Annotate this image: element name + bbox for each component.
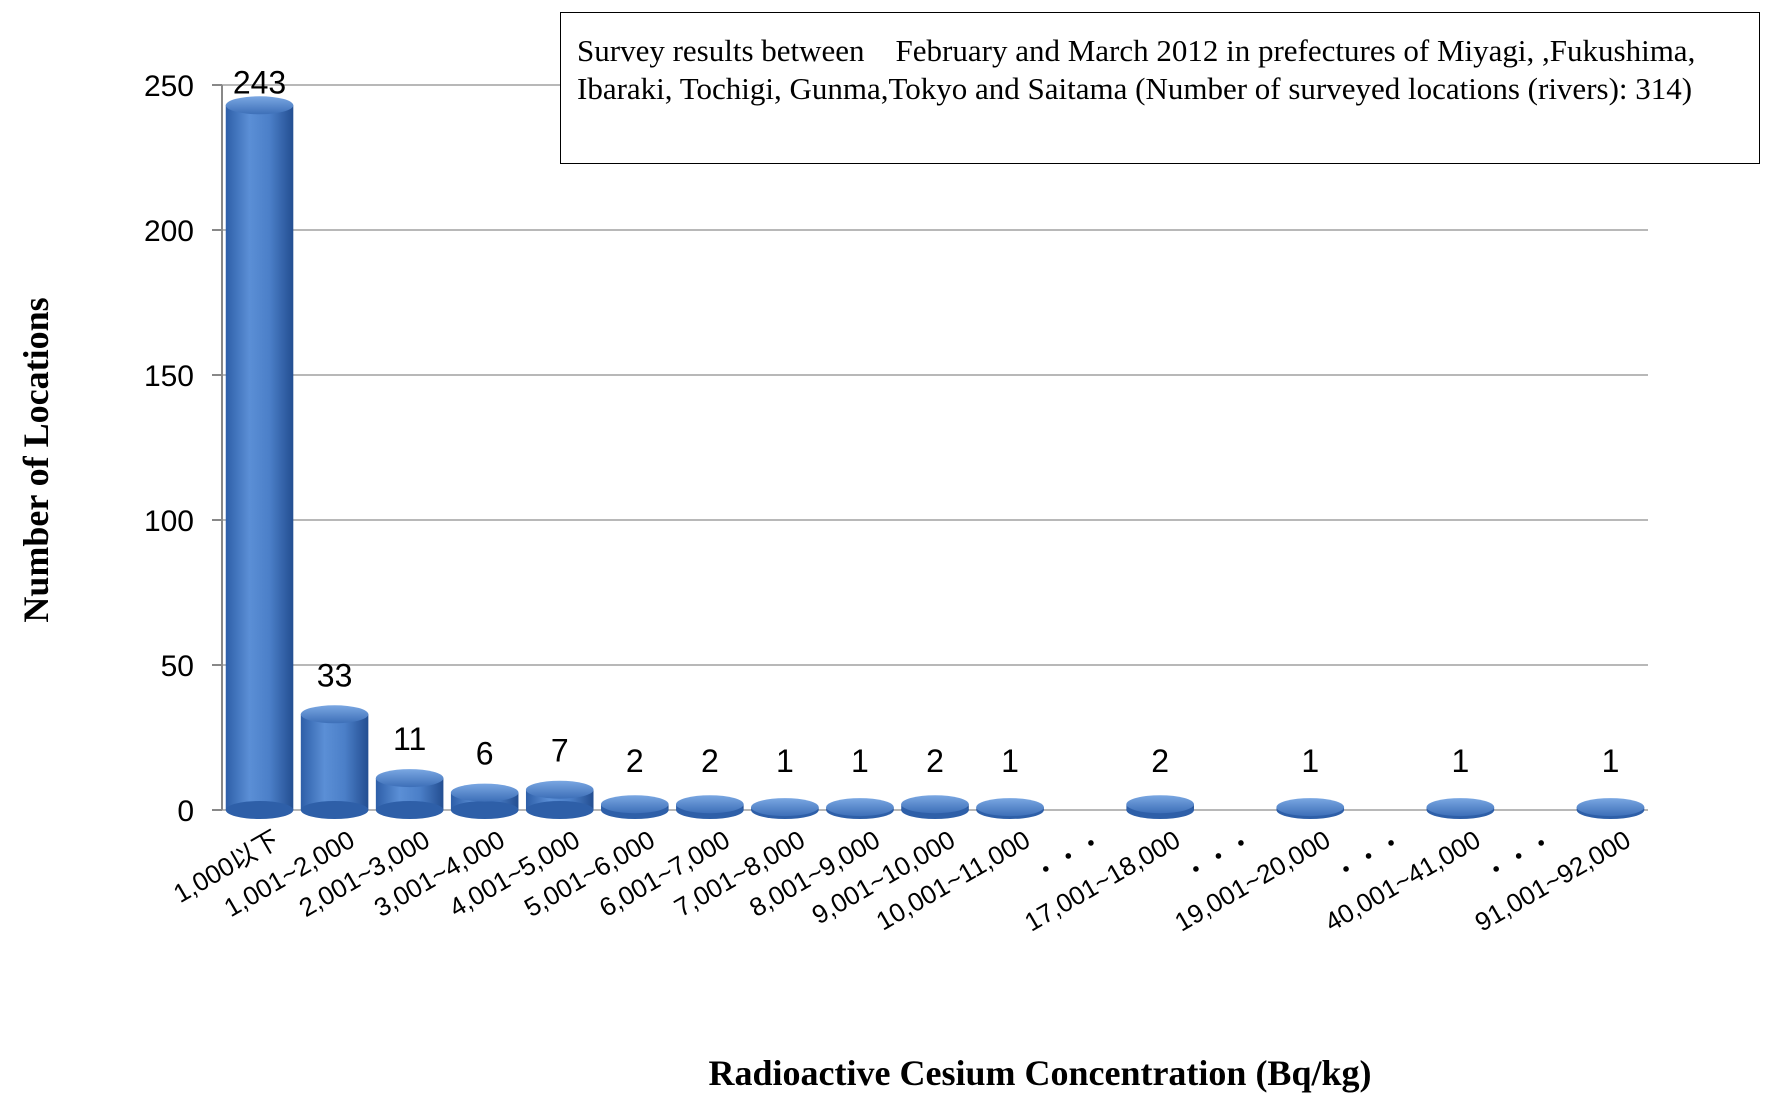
gridlines [222, 84, 1648, 811]
y-tick-label: 50 [161, 650, 194, 683]
bar-base [525, 801, 594, 819]
bars [225, 96, 1645, 819]
y-tick-label: 200 [144, 215, 194, 248]
bar-cap [1126, 795, 1194, 814]
bar-cap [450, 783, 519, 802]
data-label: 2 [1151, 743, 1169, 779]
data-label: 2 [926, 743, 944, 779]
data-label: 1 [1001, 743, 1019, 779]
bar [225, 96, 294, 819]
y-tick-label: 250 [144, 70, 194, 103]
bar-cap [601, 795, 669, 814]
bar [976, 798, 1044, 819]
data-label: 1 [1301, 743, 1319, 779]
data-label: 243 [233, 64, 286, 100]
data-label: 1 [1451, 743, 1469, 779]
bar-cap [1276, 798, 1345, 817]
bar-base [225, 801, 294, 819]
bar [1126, 795, 1194, 819]
y-axis-title: Number of Locations [16, 297, 56, 622]
data-label: 1 [1602, 743, 1620, 779]
bar [1576, 798, 1645, 819]
bar [375, 769, 444, 819]
y-tick-label: 150 [144, 360, 194, 393]
bar [601, 795, 669, 819]
bar [751, 798, 819, 819]
bar-cap [826, 798, 894, 817]
bar-cap [375, 769, 444, 788]
bar [676, 795, 744, 819]
bar [826, 798, 894, 819]
y-tick-label: 0 [177, 795, 194, 828]
bar [450, 783, 519, 819]
bar-cap [751, 798, 819, 817]
bar-cap [300, 705, 369, 724]
x-axis-categories: 1,000以下1,001~2,0002,001~3,0003,001~4,000… [168, 824, 1635, 937]
data-label: 11 [393, 721, 426, 757]
bar-cap [1576, 798, 1645, 817]
bar-cap [676, 795, 744, 814]
bar [300, 705, 369, 819]
bar-cap [1426, 798, 1495, 817]
data-label: 1 [776, 743, 794, 779]
x-axis-title: Radioactive Cesium Concentration (Bq/kg) [709, 1053, 1372, 1093]
data-label: 33 [317, 657, 353, 693]
bar-base [450, 801, 519, 819]
y-axis-ticks: 0 50 100 150 200 250 [144, 70, 223, 828]
data-label: 2 [701, 743, 719, 779]
bar-body [300, 714, 369, 810]
bar-cap [525, 780, 594, 799]
bar-cap [901, 795, 969, 814]
bar [1276, 798, 1345, 819]
survey-annotation: Survey results between February and Marc… [560, 12, 1760, 164]
bar-body [225, 105, 294, 811]
data-label: 6 [476, 736, 494, 772]
bar [525, 780, 594, 819]
bar [1426, 798, 1495, 819]
bar-base [375, 801, 444, 819]
data-label: 1 [851, 743, 869, 779]
y-tick-label: 100 [144, 505, 194, 538]
bar-cap [976, 798, 1044, 817]
bar [901, 795, 969, 819]
data-label: 2 [626, 743, 644, 779]
bar-base [300, 801, 369, 819]
bar-cap [225, 96, 294, 115]
data-label: 7 [551, 733, 569, 769]
